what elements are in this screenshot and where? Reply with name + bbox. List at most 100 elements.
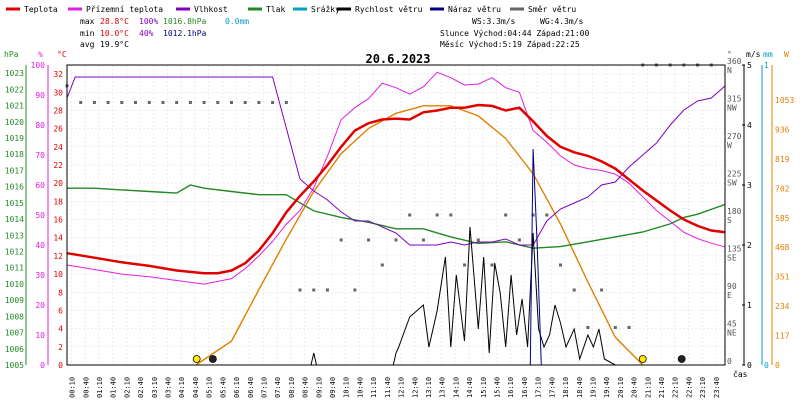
temp-tick-label: 10 [53, 270, 63, 279]
time-tick-label: 05:40 [219, 377, 227, 398]
time-tick-label: 19:10 [589, 377, 597, 398]
stat-ws: WS:3.3m/s [472, 17, 516, 26]
time-tick-label: 00:10 [69, 377, 77, 398]
stat-avg-label: avg [80, 40, 95, 49]
wind-direction-point [230, 101, 233, 104]
degc-unit: °C [57, 50, 67, 59]
wind-direction-point [79, 101, 83, 104]
time-tick-label: 22:10 [672, 377, 680, 398]
time-tick-label: 07:40 [274, 377, 282, 398]
temp-tick-label: 22 [53, 161, 63, 170]
time-tick-label: 03:40 [165, 377, 173, 398]
w-tick-label: 936 [775, 125, 790, 134]
wind-direction-point [545, 213, 549, 217]
hpa-tick-label: 1023 [5, 69, 24, 78]
wind-direction-point [147, 101, 151, 104]
hpa-tick-label: 1007 [5, 329, 24, 338]
time-tick-label: 21:40 [658, 377, 666, 398]
wind-direction-point [559, 263, 562, 267]
wind-direction-point [325, 288, 329, 292]
w-tick-label: 117 [775, 332, 790, 341]
wind-direction-point [613, 326, 617, 329]
time-tick-label: 21:10 [644, 377, 652, 398]
time-tick-label: 06:10 [233, 377, 241, 398]
temp-tick-label: 26 [53, 125, 63, 134]
wind-direction-point [216, 101, 220, 104]
wind-direction-point [284, 101, 288, 104]
wind-direction-point [627, 326, 631, 329]
time-tick-label: 18:10 [562, 377, 570, 398]
wind-direction-point [586, 326, 590, 329]
time-tick-label: 20:10 [617, 377, 625, 398]
dir-compass-label: S [727, 216, 732, 225]
hpa-unit: hPa [4, 50, 19, 59]
temp-tick-label: 12 [53, 252, 63, 261]
pct-tick-label: 100 [31, 61, 46, 70]
ms-tick-label: 0 [747, 361, 752, 370]
hpa-tick-label: 1015 [5, 199, 24, 208]
dir-compass-label: NE [727, 329, 737, 338]
time-tick-label: 05:10 [206, 377, 214, 398]
time-tick-label: 13:10 [425, 377, 433, 398]
time-tick-label: 14:10 [452, 377, 460, 398]
temp-tick-label: 8 [58, 288, 63, 297]
dir-compass-label: E [727, 291, 732, 300]
wind-direction-point [271, 101, 275, 104]
hpa-tick-label: 1016 [5, 183, 24, 192]
time-tick-label: 09:10 [315, 377, 323, 398]
series-line-teplota [66, 103, 726, 275]
mm-tick-label: 1 [764, 61, 769, 70]
stat-min-press: 1012.1hPa [163, 29, 207, 38]
temp-tick-label: 6 [58, 306, 63, 315]
series-line-tlak [67, 184, 726, 249]
pct-tick-label: 90 [35, 91, 45, 100]
dir-tick-label: 315 [727, 95, 742, 104]
time-tick-label: 17:40 [548, 377, 556, 398]
temp-tick-label: 14 [53, 234, 63, 243]
dir-tick-label: 90 [727, 282, 737, 291]
time-tick-label: 12:40 [411, 377, 419, 398]
pct-tick-label: 10 [35, 331, 45, 340]
ms-tick-label: 5 [747, 61, 752, 70]
wind-direction-point [517, 238, 521, 242]
left-axes: 0246810121416182022242628303201020304050… [5, 61, 63, 370]
time-tick-label: 04:40 [192, 377, 200, 398]
dir-tick-label: 0 [727, 357, 732, 366]
dir-tick-label: 45 [727, 320, 737, 329]
temp-tick-label: 30 [53, 88, 63, 97]
time-tick-label: 00:40 [82, 377, 90, 398]
wind-direction-point [380, 263, 384, 267]
time-tick-label: 07:10 [260, 377, 268, 398]
time-tick-label: 11:10 [370, 377, 378, 398]
time-tick-label: 02:10 [123, 377, 131, 398]
pct-tick-label: 60 [35, 181, 45, 190]
time-axis: 00:10 00:40 01:10 01:40 02:10 02:40 03:10 03:40… [69, 377, 721, 398]
time-tick-label: 12:10 [398, 377, 406, 398]
wind-direction-point [367, 238, 371, 242]
hpa-tick-label: 1008 [5, 312, 24, 321]
stat-max-label: max [80, 17, 95, 26]
time-tick-label: 18:40 [576, 377, 584, 398]
sunset-marker [638, 355, 647, 363]
time-axis-label: čas [733, 369, 748, 379]
time-tick-label: 04:10 [178, 377, 186, 398]
series-line-slune-n-z-en- [195, 105, 644, 366]
wind-direction-point [435, 213, 439, 217]
wind-direction-point [600, 288, 604, 292]
time-tick-label: 09:40 [329, 377, 337, 398]
series-line-vlhkost [66, 76, 726, 246]
pct-tick-label: 0 [40, 361, 45, 370]
temp-tick-label: 32 [53, 70, 63, 79]
time-tick-label: 19:40 [603, 377, 611, 398]
temp-tick-label: 20 [53, 179, 63, 188]
legend: Teplota Přízemní teplota Vlhkost Tlak Srážky… [6, 5, 576, 14]
wind-direction-point [312, 288, 316, 292]
wind-direction-point [421, 238, 425, 242]
dir-compass-label: SW [727, 179, 737, 188]
pct-tick-label: 30 [35, 271, 45, 280]
legend-label: Tlak [266, 5, 285, 14]
temp-tick-label: 28 [53, 106, 63, 115]
w-tick-label: 585 [775, 214, 790, 223]
